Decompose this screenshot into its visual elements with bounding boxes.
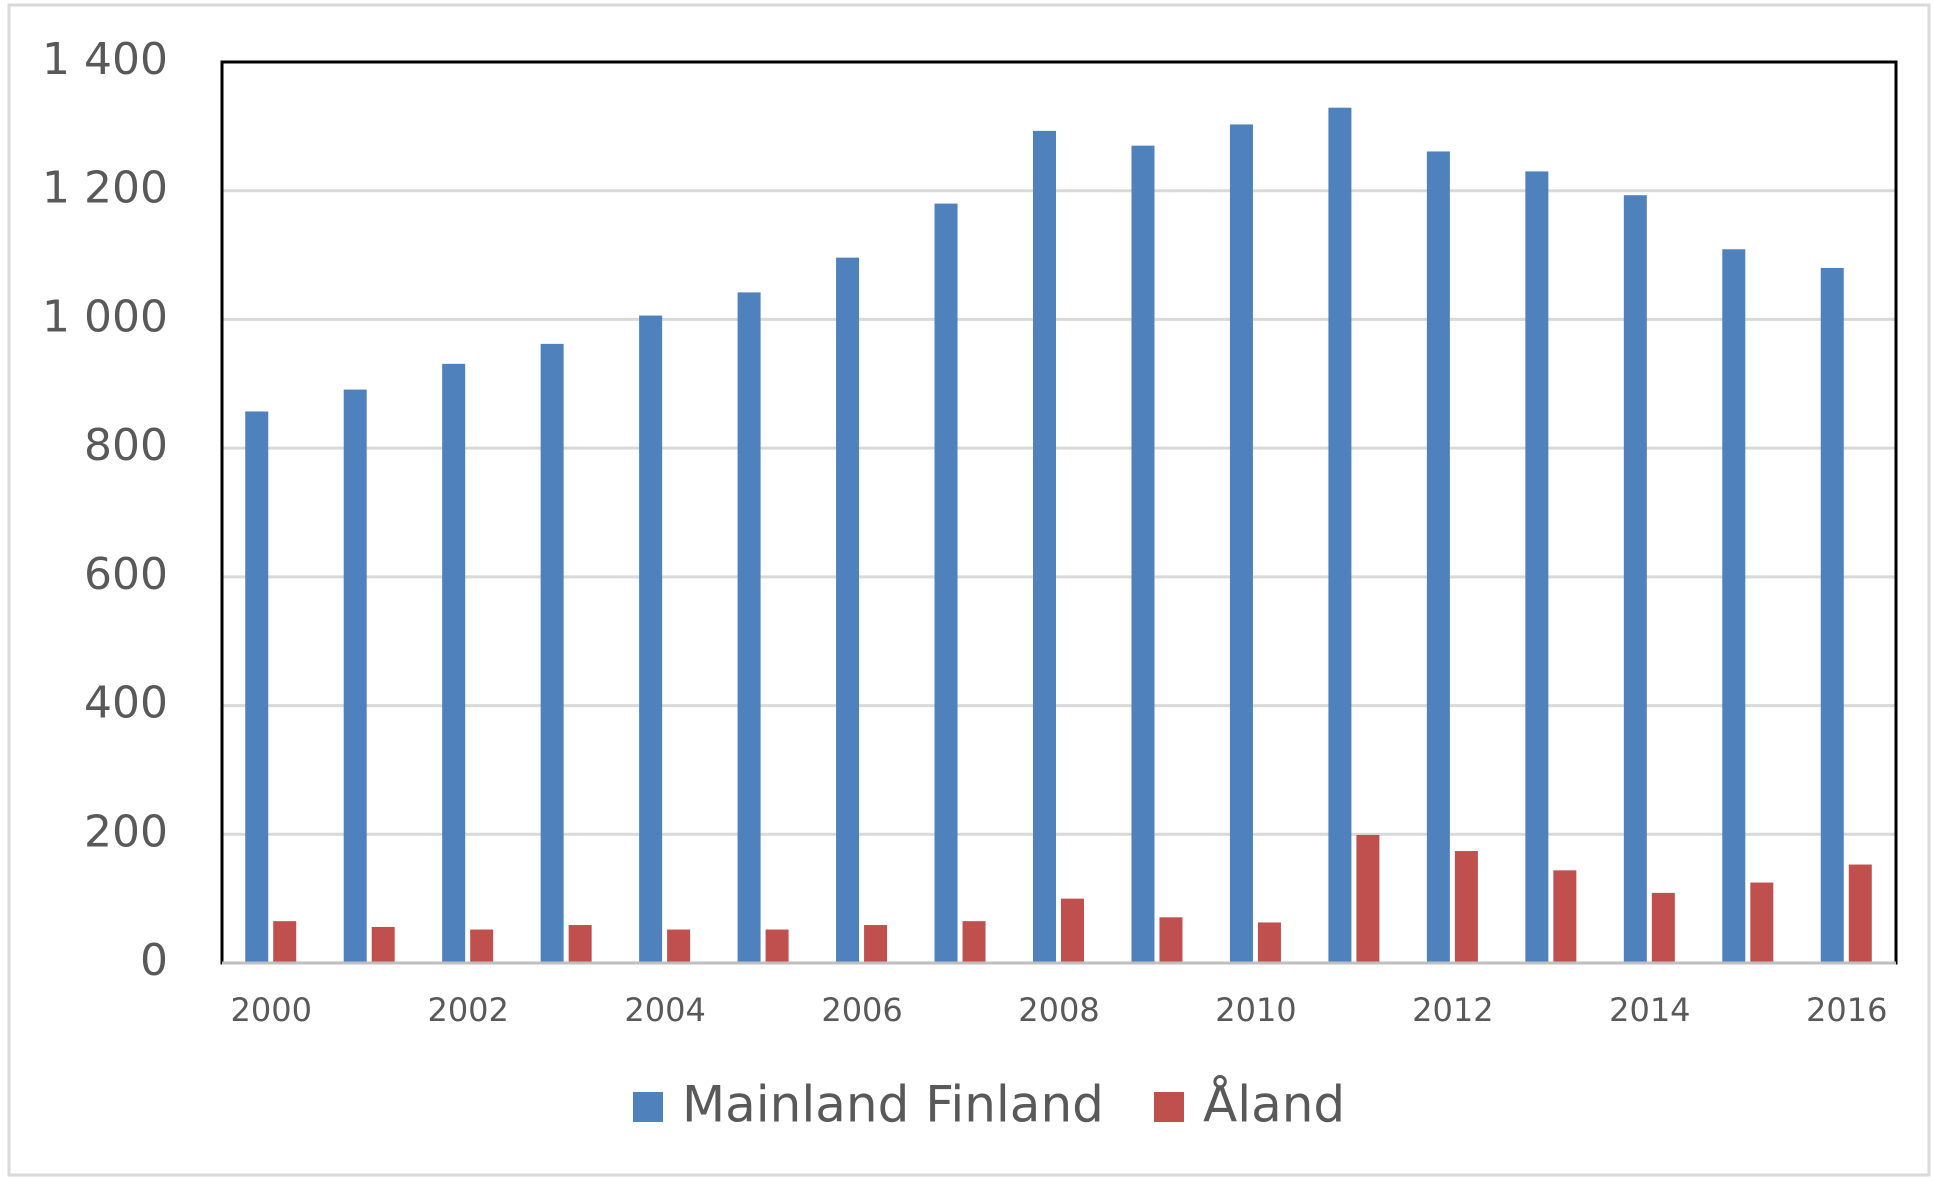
x-tick-label: 2004: [624, 991, 705, 1029]
bar: [540, 343, 564, 963]
bar: [667, 929, 691, 963]
bar: [934, 203, 958, 964]
legend-label: Åland: [1203, 1076, 1345, 1134]
bar: [371, 926, 395, 963]
bar: [1750, 882, 1774, 963]
bar: [442, 363, 466, 964]
legend-label: Mainland Finland: [682, 1076, 1104, 1134]
y-tick-label: 1 000: [42, 291, 168, 342]
y-tick-label: 0: [140, 935, 168, 986]
bar: [470, 929, 494, 963]
bar: [1820, 267, 1844, 963]
bar: [1553, 870, 1577, 963]
x-tick-label: 2000: [231, 991, 312, 1029]
bar: [1229, 124, 1253, 963]
chart-frame: [7, 3, 1931, 1177]
y-tick-label: 800: [84, 420, 168, 471]
bar: [1328, 107, 1352, 963]
bar: [1061, 898, 1084, 963]
bar: [343, 389, 367, 963]
bar: [1454, 851, 1478, 963]
bar: [273, 921, 297, 963]
x-tick-label: 2010: [1215, 991, 1296, 1029]
bar: [1356, 834, 1380, 963]
bar: [836, 257, 860, 963]
y-tick-label: 400: [84, 678, 168, 729]
x-tick-label: 2012: [1412, 991, 1493, 1029]
bar: [639, 315, 663, 963]
bar: [1848, 864, 1872, 963]
bar: [1131, 145, 1155, 963]
bar: [1426, 151, 1450, 963]
bar: [1722, 249, 1746, 963]
y-tick-label: 600: [84, 549, 168, 600]
bar: [1623, 195, 1647, 963]
bar: [1033, 130, 1056, 964]
bar: [737, 292, 761, 963]
legend-swatch: [633, 1092, 663, 1122]
bar: [245, 411, 269, 963]
y-tick-label: 1 400: [42, 34, 168, 85]
bar: [864, 925, 888, 963]
legend-swatch: [1154, 1092, 1184, 1122]
x-tick-label: 2014: [1609, 991, 1690, 1029]
x-tick-label: 2006: [821, 991, 902, 1029]
bar: [1525, 171, 1549, 963]
x-tick-label: 2002: [427, 991, 508, 1029]
bar: [962, 921, 986, 963]
bar: [765, 929, 789, 963]
x-tick-label: 2008: [1018, 991, 1099, 1029]
y-tick-label: 200: [84, 806, 168, 857]
bar: [1159, 917, 1183, 963]
x-tick-label: 2016: [1806, 991, 1887, 1029]
bar: [568, 925, 592, 963]
bar: [1651, 892, 1675, 963]
bar: [1257, 922, 1281, 963]
y-tick-label: 1 200: [42, 163, 168, 214]
